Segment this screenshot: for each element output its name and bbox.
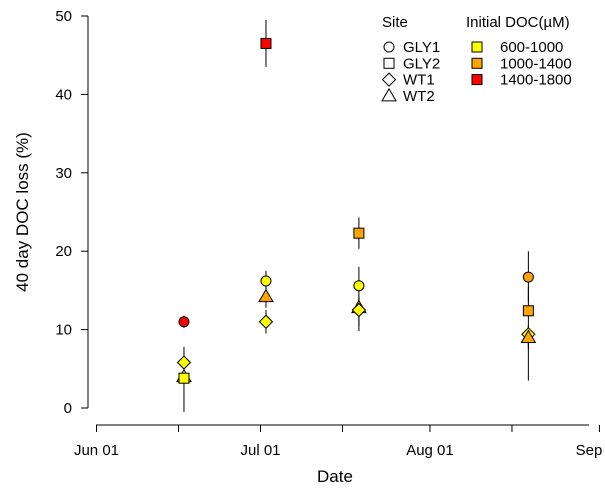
y-tick-label: 10 <box>55 322 72 339</box>
y-tick-label: 30 <box>55 165 72 182</box>
y-tick-label: 0 <box>64 400 72 417</box>
legend-doc-label: 600-1000 <box>500 39 563 56</box>
legend-diamond-icon <box>381 72 397 87</box>
y-tick-label: 50 <box>55 8 72 25</box>
point-wt2 <box>520 329 537 343</box>
legend-swatch-icon <box>471 41 483 53</box>
point-gly1 <box>353 280 365 292</box>
y-tick-label: 20 <box>55 243 72 260</box>
legend-square-icon <box>383 57 395 69</box>
y-axis-title: 40 day DOC loss (%) <box>13 132 32 292</box>
legend-triangle-icon <box>381 87 397 102</box>
x-tick-label: Aug 01 <box>406 442 454 459</box>
legend-doc-label: 1400-1800 <box>500 72 572 89</box>
x-tick-label: Jul 01 <box>240 442 280 459</box>
x-ticks: Jun 01 Jul 01 Aug 01 Sep 01 <box>74 425 605 459</box>
legend-swatch-icon <box>471 74 483 86</box>
data-points <box>176 37 537 384</box>
legend-site-label: GLY1 <box>403 39 440 56</box>
point-wt1 <box>176 355 192 370</box>
y-tick-label: 40 <box>55 86 72 103</box>
point-gly1 <box>522 271 534 283</box>
point-gly2 <box>178 372 190 384</box>
x-tick-label: Jun 01 <box>74 442 119 459</box>
legend-swatch-icon <box>471 57 483 69</box>
point-wt1 <box>258 314 274 329</box>
x-tick-label: Sep 01 <box>576 442 605 459</box>
legend-site-label: GLY2 <box>403 55 440 72</box>
legend-site-title: Site <box>382 14 408 31</box>
legend-doc-label: 1000-1400 <box>500 55 572 72</box>
point-gly2 <box>353 227 365 239</box>
legend-doc-title: Initial DOC(µM) <box>466 14 570 31</box>
point-gly2 <box>522 305 534 317</box>
point-wt2 <box>258 288 274 303</box>
legend-circle-icon <box>383 41 395 53</box>
legend-site-label: WT1 <box>403 72 435 89</box>
point-wt1 <box>351 302 367 318</box>
y-ticks: 0 10 20 30 40 50 <box>55 8 88 417</box>
x-axis-title: Date <box>317 467 353 486</box>
point-gly1 <box>178 316 190 328</box>
legend-site-label: WT2 <box>403 88 435 105</box>
point-gly2 <box>260 37 272 49</box>
point-gly1 <box>260 275 272 287</box>
